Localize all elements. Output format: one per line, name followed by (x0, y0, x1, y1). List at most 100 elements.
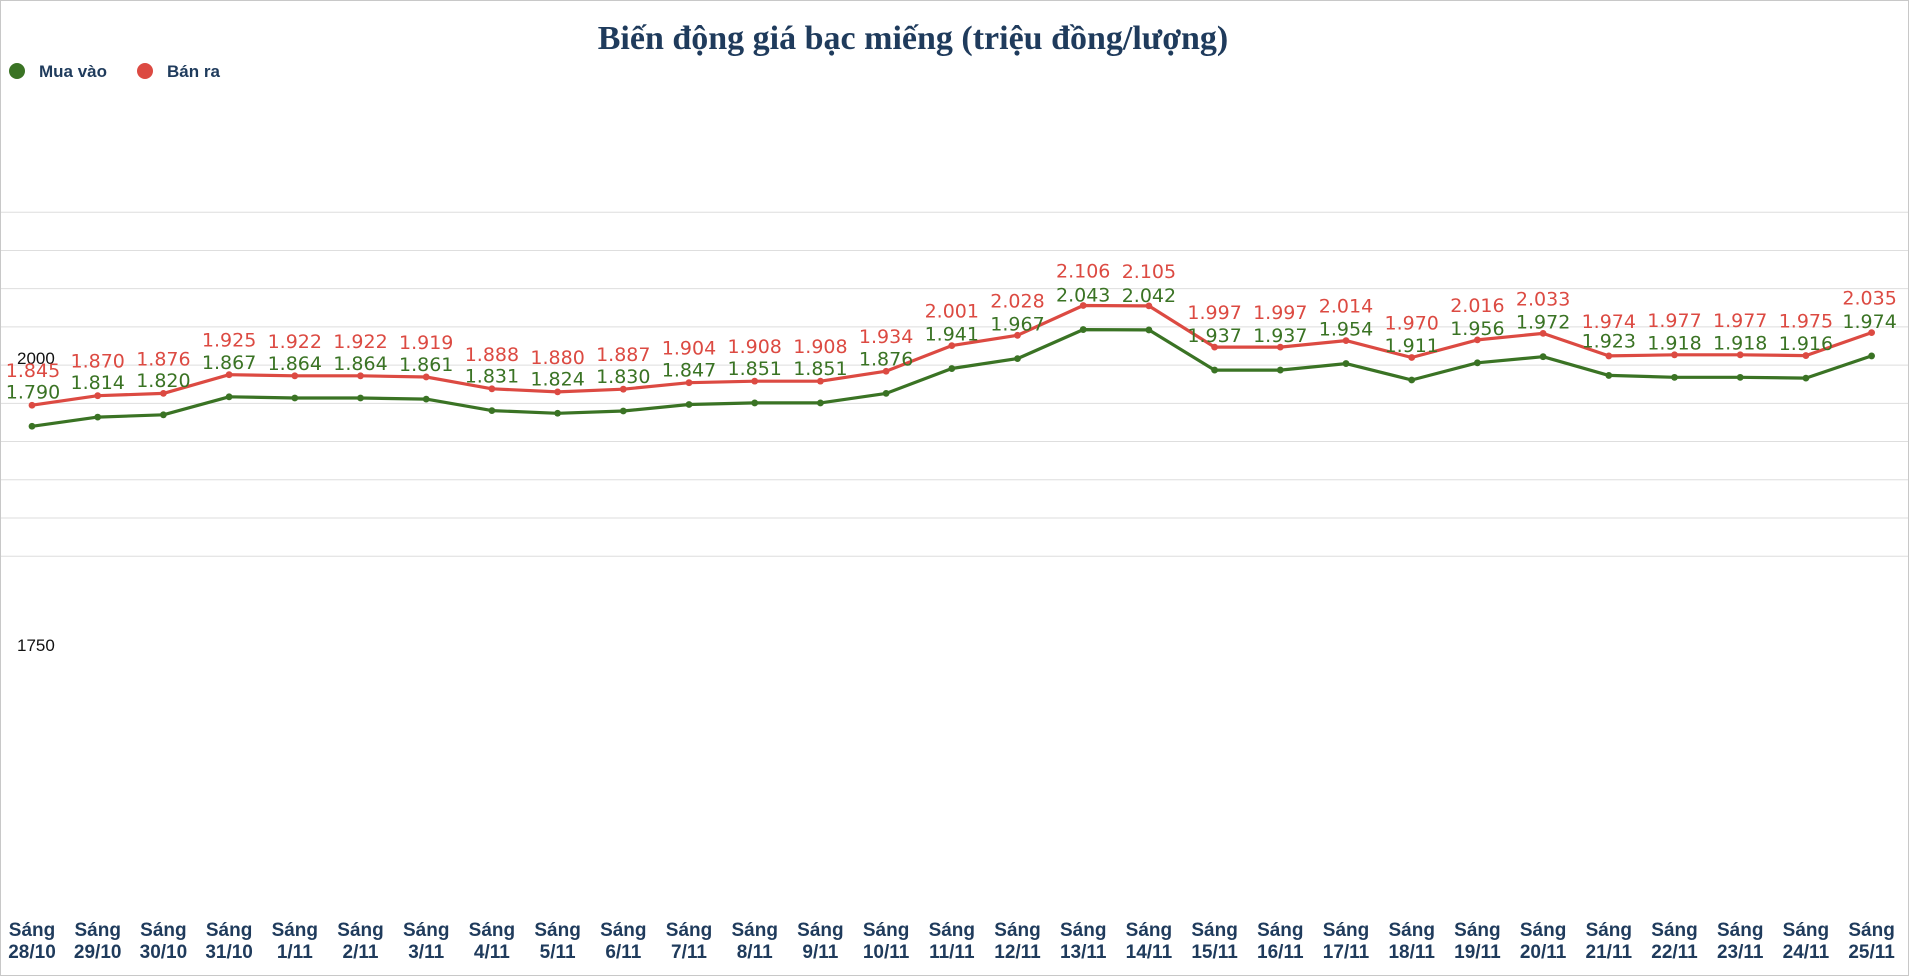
data-point[interactable] (28, 401, 36, 409)
data-label: 1.847 (662, 359, 716, 381)
data-label: 1.845 (6, 360, 60, 382)
data-point[interactable] (685, 401, 693, 408)
data-point[interactable] (488, 385, 496, 393)
data-point[interactable] (94, 413, 102, 421)
data-point[interactable] (554, 388, 561, 396)
data-point[interactable] (948, 342, 956, 350)
data-label: 2.028 (990, 290, 1044, 312)
x-tick-line2: 3/11 (408, 942, 444, 963)
data-label: 2.014 (1319, 296, 1373, 318)
x-tick-line2: 23/11 (1717, 942, 1764, 963)
data-point[interactable] (28, 422, 36, 430)
data-point[interactable] (1671, 351, 1678, 359)
legend-item-ban-ra[interactable]: Bán ra (137, 62, 220, 81)
data-point[interactable] (1868, 352, 1875, 360)
data-point[interactable] (1408, 376, 1416, 384)
data-point[interactable] (1079, 302, 1087, 309)
x-tick-line1: Sáng (337, 920, 383, 941)
legend[interactable]: Mua vào Bán ra (9, 62, 220, 81)
data-point[interactable] (160, 389, 167, 397)
data-point[interactable] (1014, 355, 1021, 363)
data-point[interactable] (1605, 352, 1613, 360)
data-point[interactable] (1342, 337, 1350, 345)
data-point[interactable] (1539, 329, 1547, 337)
data-label: 1.997 (1253, 302, 1307, 324)
data-point[interactable] (160, 411, 167, 419)
data-label: 1.974 (1582, 311, 1636, 333)
x-tick-line1: Sáng (1060, 920, 1106, 941)
data-label: 1.977 (1713, 310, 1767, 332)
data-point[interactable] (1079, 326, 1087, 333)
data-point[interactable] (882, 389, 890, 397)
data-point[interactable] (1408, 354, 1416, 361)
x-tick-line1: Sáng (9, 920, 55, 941)
data-point[interactable] (422, 373, 430, 381)
data-point[interactable] (619, 385, 627, 393)
data-point[interactable] (291, 372, 299, 380)
x-tick-line2: 1/11 (277, 942, 313, 963)
data-label: 1.972 (1516, 312, 1570, 334)
data-label: 1.820 (136, 370, 190, 392)
data-point[interactable] (357, 394, 364, 402)
data-point[interactable] (1014, 331, 1021, 339)
data-point[interactable] (225, 371, 233, 379)
legend-item-mua-vao[interactable]: Mua vào (9, 62, 107, 81)
data-label: 1.887 (596, 344, 650, 366)
data-point[interactable] (1802, 352, 1810, 359)
data-point[interactable] (1802, 374, 1810, 382)
data-label: 1.867 (202, 352, 256, 374)
data-point[interactable] (817, 399, 824, 407)
x-tick-line2: 10/11 (863, 942, 910, 963)
x-tick-line1: Sáng (666, 920, 712, 941)
data-point[interactable] (751, 377, 759, 385)
data-point[interactable] (1474, 359, 1481, 367)
data-point[interactable] (817, 377, 824, 385)
data-point[interactable] (1474, 336, 1481, 344)
gridlines (1, 211, 1908, 557)
data-point[interactable] (1145, 326, 1153, 334)
data-point[interactable] (751, 399, 759, 407)
data-point[interactable] (619, 407, 627, 415)
data-label: 1.851 (727, 358, 781, 380)
data-point[interactable] (1671, 373, 1678, 381)
data-point[interactable] (1211, 343, 1218, 351)
data-point[interactable] (1736, 351, 1744, 359)
data-point[interactable] (225, 393, 233, 401)
data-point[interactable] (422, 395, 430, 403)
data-label: 1.975 (1779, 311, 1833, 333)
data-point[interactable] (291, 394, 299, 402)
data-point[interactable] (1211, 366, 1218, 374)
data-point[interactable] (554, 409, 561, 417)
data-point[interactable] (685, 379, 693, 387)
data-point[interactable] (357, 372, 364, 380)
data-point[interactable] (948, 365, 956, 372)
data-point[interactable] (1276, 343, 1284, 351)
x-tick-line1: Sáng (1586, 920, 1632, 941)
data-label: 1.861 (399, 354, 453, 376)
data-point[interactable] (882, 367, 890, 375)
data-point[interactable] (1868, 329, 1875, 337)
data-label: 1.876 (859, 348, 913, 370)
data-point[interactable] (1539, 353, 1547, 361)
data-point[interactable] (1605, 372, 1613, 379)
x-tick-line2: 22/11 (1651, 942, 1698, 963)
data-point[interactable] (1342, 360, 1350, 367)
x-tick-line2: 9/11 (802, 942, 838, 963)
data-point[interactable] (94, 392, 102, 400)
data-point[interactable] (1145, 302, 1153, 310)
data-point[interactable] (1276, 366, 1284, 374)
x-tick-line2: 12/11 (994, 942, 1041, 963)
data-point[interactable] (488, 407, 496, 414)
x-tick-line2: 25/11 (1848, 942, 1895, 963)
data-point[interactable] (1736, 373, 1744, 381)
